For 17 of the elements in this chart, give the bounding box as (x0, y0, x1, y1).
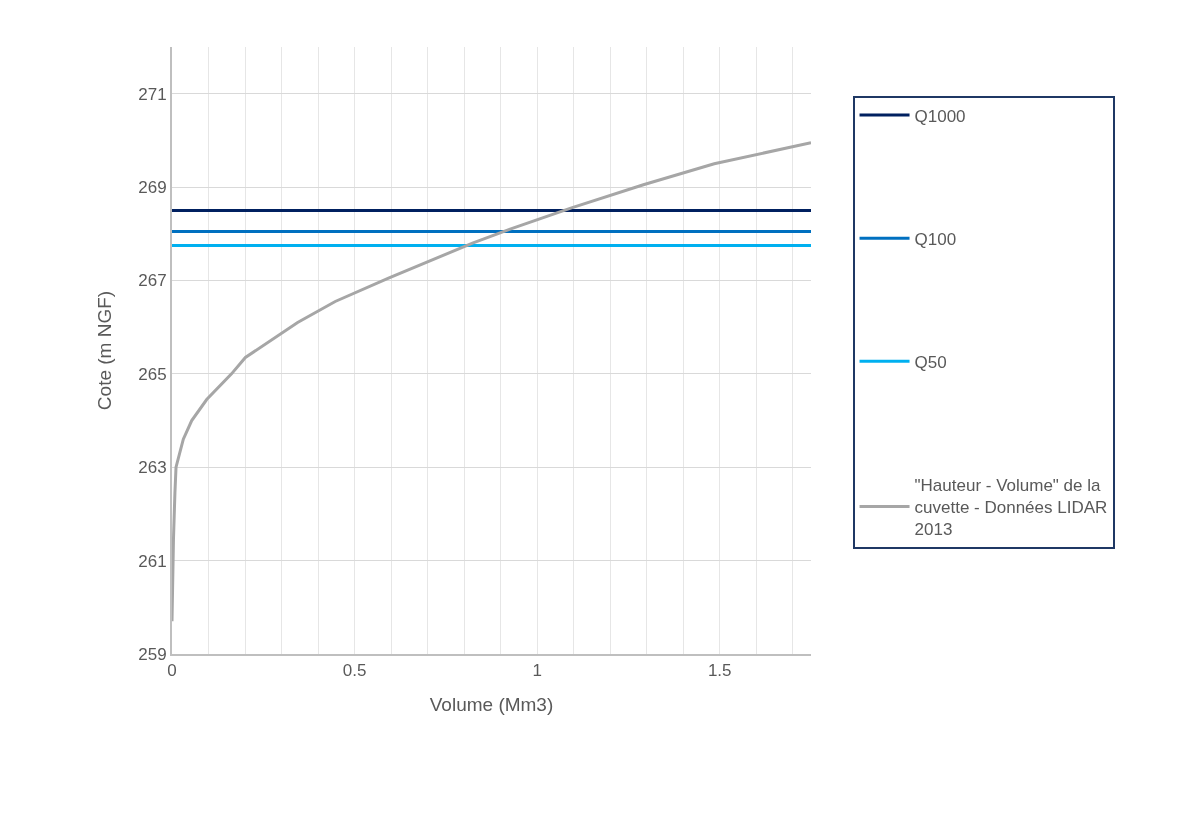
y-tick-label: 269 (138, 178, 167, 198)
x-tick-label: 0.5 (342, 661, 367, 681)
x-tick-label: 0 (167, 661, 177, 681)
y-tick-label: 263 (138, 458, 167, 478)
legend-label: Q100 (914, 229, 957, 249)
legend-label: Q1000 (914, 106, 966, 126)
x-tick-label: 1.5 (707, 661, 732, 681)
legend-label: "Hauteur - Volume" de la cuvette - Données LIDAR 2013 (914, 476, 1108, 540)
y-tick-label: 265 (138, 364, 167, 384)
y-tick-label: 267 (138, 271, 167, 291)
y-tick-label: 271 (138, 84, 167, 104)
x-axis-title: Volume (Mm3) (429, 693, 554, 715)
y-axis-title: Cote (m NGF) (93, 290, 115, 411)
legend-label: Q50 (914, 352, 947, 372)
y-tick-label: 261 (138, 551, 167, 571)
x-tick-label: 1 (532, 661, 542, 681)
y-tick-label: 259 (138, 644, 167, 664)
